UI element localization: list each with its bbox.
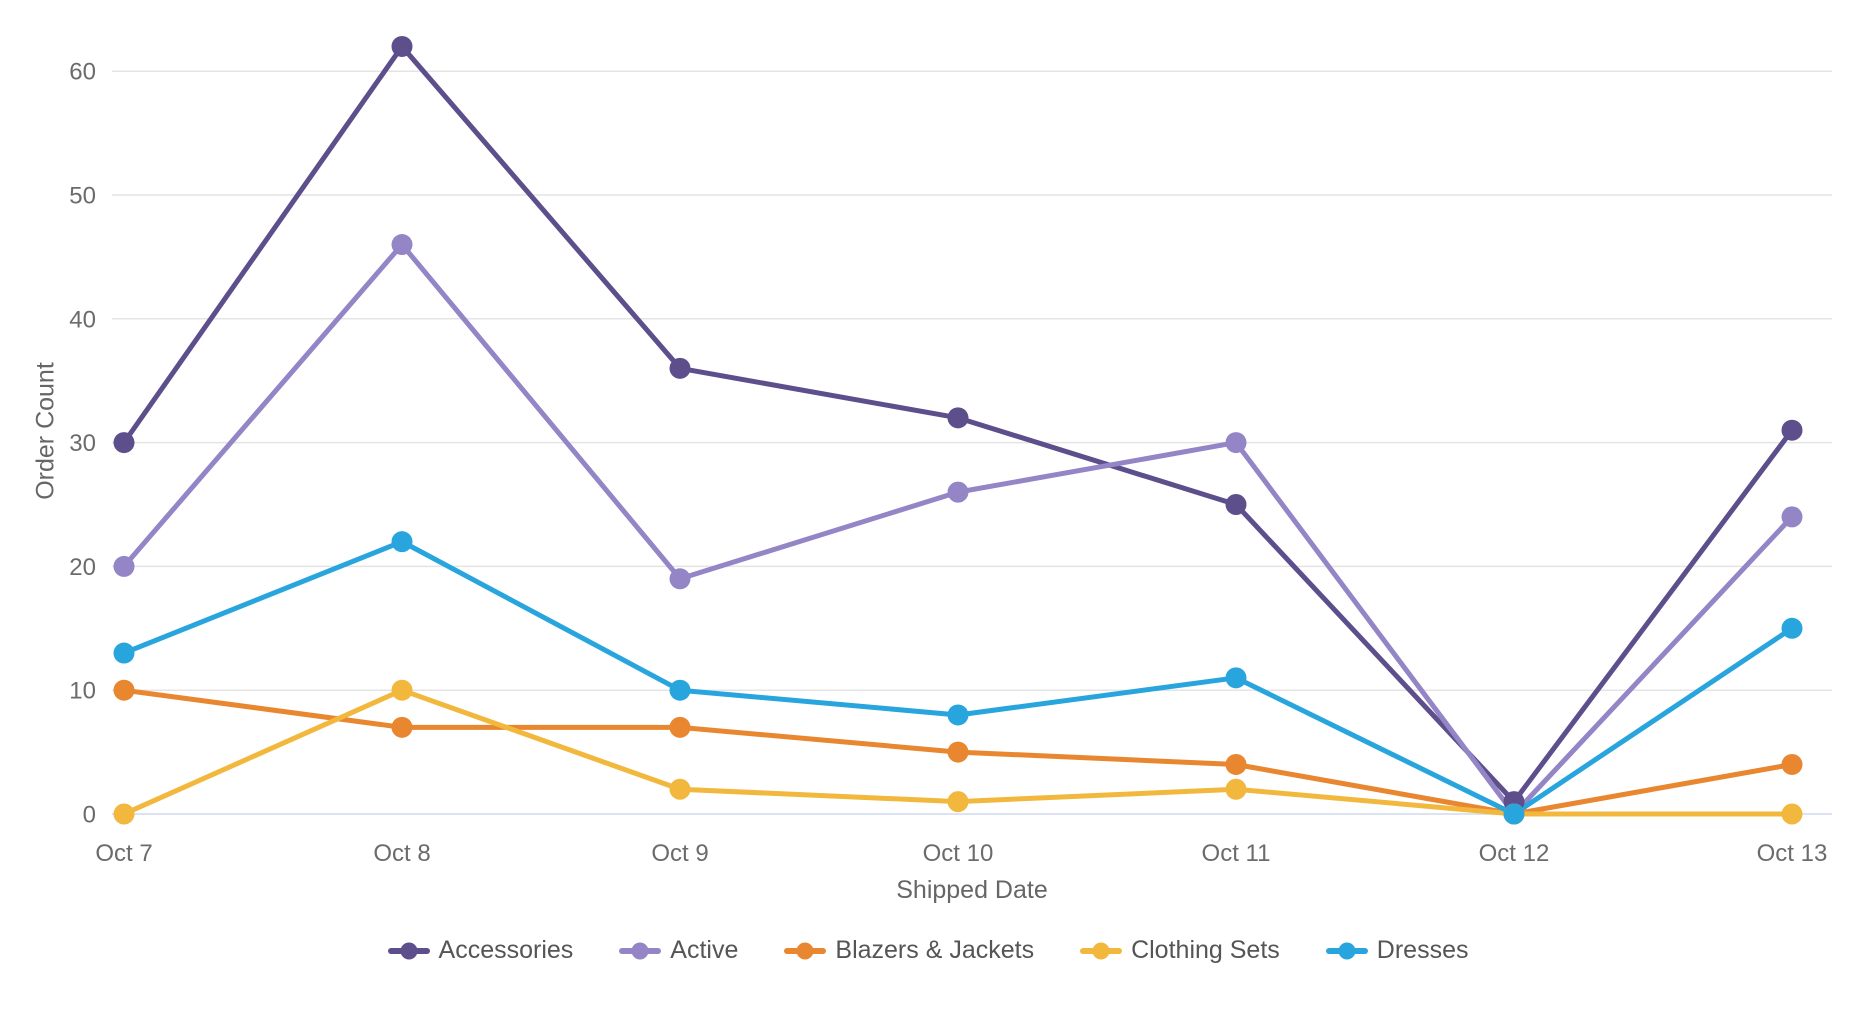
data-point-dresses [391,531,413,553]
legend-marker-icon [387,942,430,959]
data-point-dresses [947,704,969,726]
data-point-accessories [947,407,969,429]
x-tick-label: Oct 13 [1757,840,1828,867]
legend-item-accessories[interactable]: Accessories [387,936,574,965]
y-tick-label: 0 [83,802,96,829]
legend-marker-icon [1325,942,1368,959]
data-point-dresses [113,642,135,664]
y-axis-title: Order Count [31,362,60,500]
data-point-accessories [1225,494,1247,515]
data-point-blazers-jackets [1781,753,1803,775]
plot-svg: 0 10 20 30 40 50 60 Oct 7 Oct 8 Oct 9 Oct 10 Oct 11… [69,35,1832,867]
data-point-clothing-sets [947,791,969,813]
legend-item-active[interactable]: Active [619,936,738,965]
data-point-clothing-sets [1225,778,1247,800]
legend-label: Clothing Sets [1131,936,1280,964]
data-point-dresses [1503,803,1525,825]
y-tick-label: 40 [69,306,96,333]
data-point-active [391,234,413,256]
data-point-clothing-sets [1781,803,1803,825]
legend-label: Active [670,936,739,964]
y-tick-label: 20 [69,554,96,581]
legend-marker-icon [619,942,662,959]
x-tick-label: Oct 9 [651,840,708,867]
legend-marker-icon [784,942,827,959]
data-point-blazers-jackets [947,741,969,763]
data-point-accessories [391,35,413,57]
data-point-dresses [1781,617,1803,639]
y-tick-label: 50 [69,183,96,210]
legend-label: Dresses [1376,936,1469,964]
legend-label: Accessories [438,936,574,964]
data-point-blazers-jackets [1225,753,1247,775]
x-tick-label: Oct 10 [923,840,994,867]
x-axis-title: Shipped Date [896,876,1048,904]
data-point-clothing-sets [113,803,135,825]
x-tick-label: Oct 7 [95,840,152,867]
legend-item-dresses[interactable]: Dresses [1325,936,1469,965]
y-tick-label: 60 [69,59,96,86]
series-line-active [121,242,1795,817]
y-tick-label: 10 [69,678,96,705]
data-point-active [669,568,691,590]
data-point-accessories [113,432,135,454]
legend-item-blazers-jackets[interactable]: Blazers & Jackets [784,936,1034,965]
data-point-active [1225,432,1247,454]
data-point-clothing-sets [391,679,413,701]
data-point-blazers-jackets [669,716,691,738]
data-point-blazers-jackets [113,679,135,701]
data-point-accessories [669,357,691,379]
legend-label: Blazers & Jackets [835,936,1035,964]
data-point-active [947,481,969,503]
legend-item-clothing-sets[interactable]: Clothing Sets [1080,936,1280,965]
data-point-blazers-jackets [391,716,413,738]
data-point-active [113,555,135,577]
data-point-dresses [669,679,691,701]
x-tick-label: Oct 12 [1479,840,1550,867]
legend-marker-icon [1080,942,1123,959]
chart-legend: Accessories Active Blazers & Jackets Clothi… [0,936,1856,965]
series-line-dresses [121,539,1795,817]
x-tick-label: Oct 8 [373,840,430,867]
data-point-clothing-sets [669,778,691,800]
data-point-dresses [1225,667,1247,689]
data-point-active [1781,506,1803,528]
data-point-accessories [1781,419,1803,441]
y-tick-label: 30 [69,430,96,457]
x-tick-label: Oct 11 [1202,840,1271,867]
